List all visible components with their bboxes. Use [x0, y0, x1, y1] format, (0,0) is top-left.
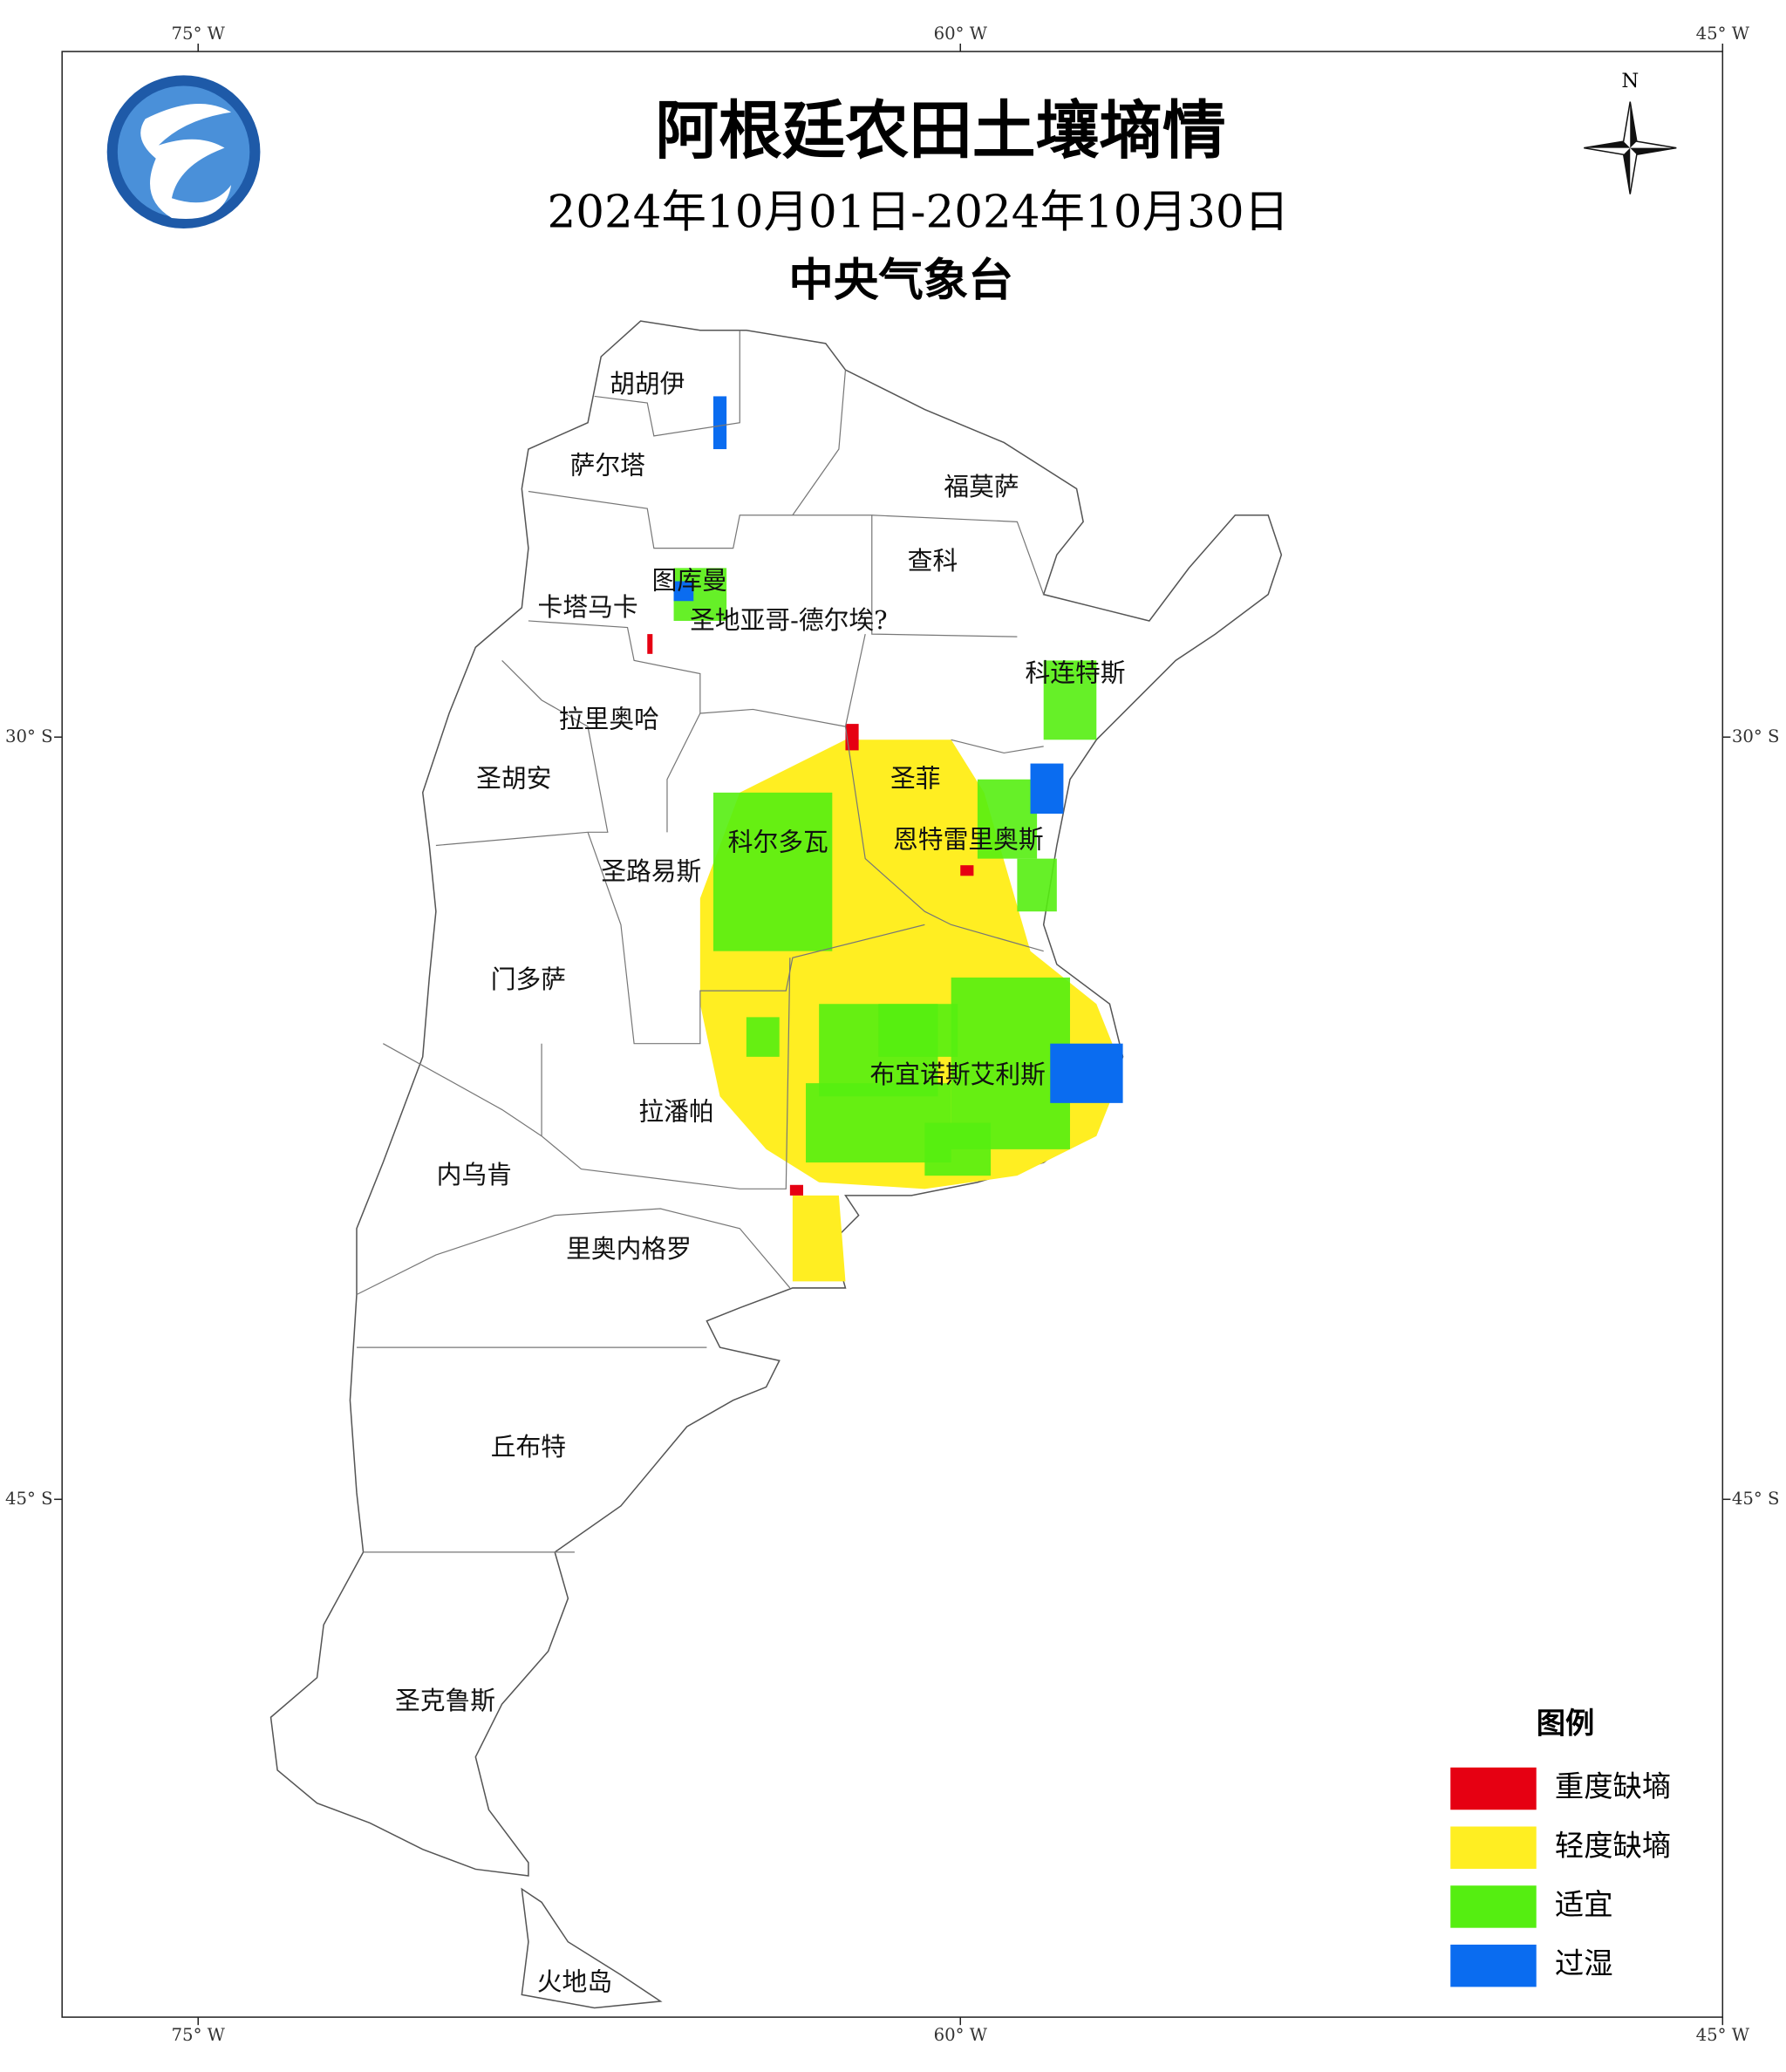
moisture-patches	[647, 396, 1123, 1282]
region-label: 拉潘帕	[638, 1096, 713, 1126]
north-label: N	[1621, 70, 1639, 92]
region-label: 科连特斯	[1026, 658, 1126, 688]
region-label: 卡塔马卡	[538, 592, 638, 622]
suitable-area	[977, 779, 1038, 859]
lon-label: 45° W	[1696, 2025, 1750, 2045]
region-label: 火地岛	[537, 1967, 612, 1997]
lat-label: 45° S	[1732, 1489, 1780, 1509]
legend-swatch	[1450, 1826, 1537, 1869]
lon-label: 45° W	[1696, 24, 1750, 44]
lon-label: 75° W	[172, 2025, 226, 2045]
suitable-area	[712, 792, 833, 951]
wet-area	[1030, 763, 1064, 814]
region-label: 福莫萨	[944, 472, 1019, 501]
north-arrow: N	[1584, 70, 1677, 194]
region-label: 恩特雷里奥斯	[893, 824, 1044, 854]
province-borders	[356, 330, 1045, 1553]
region-label: 内乌肯	[437, 1160, 512, 1189]
agency: 中央气象台	[788, 255, 1013, 307]
dry-area	[792, 1195, 846, 1282]
lon-label: 75° W	[172, 24, 226, 44]
lon-label: 60° W	[934, 24, 988, 44]
dry-severe-area	[789, 1184, 803, 1196]
region-label: 科尔多瓦	[728, 827, 828, 856]
dry-severe-area	[845, 724, 859, 751]
legend-label: 重度缺墒	[1555, 1769, 1671, 1803]
region-label: 查科	[908, 546, 958, 576]
region-label: 萨尔塔	[570, 451, 645, 481]
region-label: 圣胡安	[476, 764, 551, 794]
region-label: 图库曼	[652, 566, 727, 596]
region-label: 圣克鲁斯	[395, 1686, 495, 1715]
region-label: 胡胡伊	[610, 369, 685, 399]
legend-label: 过湿	[1555, 1946, 1613, 1980]
legend-swatch	[1450, 1944, 1537, 1987]
region-label: 里奥内格罗	[566, 1234, 692, 1264]
suitable-area	[878, 1004, 958, 1057]
region-label: 圣路易斯	[601, 856, 701, 886]
tierra-del-fuego	[521, 1887, 663, 2009]
region-label: 门多萨	[491, 964, 566, 994]
region-label: 圣菲	[890, 764, 941, 794]
map-frame	[61, 51, 1724, 2018]
dry-severe-area	[647, 634, 653, 654]
dry-severe-area	[960, 865, 974, 876]
legend-label: 轻度缺墒	[1555, 1829, 1671, 1863]
suitable-area	[951, 977, 1070, 1149]
lon-label: 60° W	[934, 2025, 988, 2045]
suitable-area	[1017, 858, 1057, 912]
title: 阿根廷农田土壤墒情	[655, 94, 1225, 168]
region-label: 布宜诺斯艾利斯	[870, 1060, 1046, 1089]
legend-swatch	[1450, 1767, 1537, 1810]
wet-area	[1050, 1043, 1123, 1103]
lat-label: 30° S	[1732, 726, 1780, 746]
wet-area	[673, 581, 694, 602]
suitable-area	[746, 1017, 780, 1057]
lat-label: 30° S	[5, 726, 53, 746]
region-label: 丘布特	[491, 1432, 566, 1462]
legend-title: 图例	[1537, 1706, 1595, 1740]
lat-label: 45° S	[5, 1489, 53, 1509]
region-label: 拉里奥哈	[559, 705, 659, 734]
region-label: 圣地亚哥-德尔埃?	[690, 605, 888, 635]
logo	[106, 75, 261, 229]
subtitle: 2024年10月01日-2024年10月30日	[547, 186, 1289, 238]
suitable-area	[1043, 660, 1097, 740]
legend-swatch	[1450, 1885, 1537, 1928]
legend-label: 适宜	[1555, 1887, 1613, 1921]
wet-area	[712, 396, 727, 450]
suitable-area	[924, 1122, 992, 1176]
